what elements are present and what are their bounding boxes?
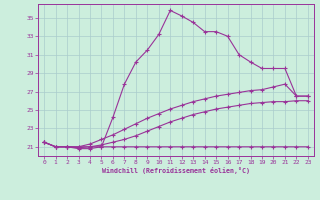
X-axis label: Windchill (Refroidissement éolien,°C): Windchill (Refroidissement éolien,°C): [102, 167, 250, 174]
